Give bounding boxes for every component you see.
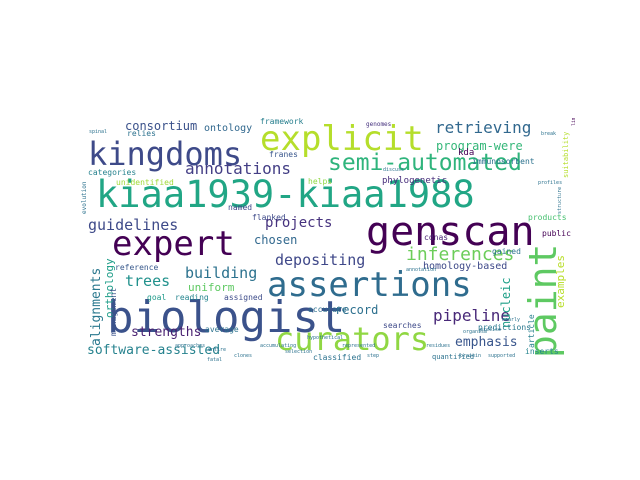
word: retrieving bbox=[435, 118, 532, 137]
word: uniform bbox=[188, 281, 235, 294]
word: represented bbox=[342, 343, 376, 349]
word: projects bbox=[265, 215, 333, 231]
word: suitability bbox=[562, 131, 570, 178]
word: article bbox=[527, 314, 536, 348]
word: organism bbox=[463, 329, 488, 335]
word: biologist bbox=[107, 292, 346, 343]
word: hypothetical bbox=[307, 335, 344, 341]
word: chosen bbox=[254, 233, 298, 247]
word: relies bbox=[127, 129, 156, 138]
word: management bbox=[109, 287, 118, 336]
word: approaches bbox=[175, 343, 206, 349]
word: average bbox=[205, 325, 239, 334]
word: emphasis bbox=[455, 335, 518, 350]
word: entire bbox=[208, 347, 227, 353]
word: guidelines bbox=[88, 216, 179, 234]
word: structure bbox=[557, 186, 563, 214]
word: fatal bbox=[207, 357, 223, 363]
word: protein bbox=[460, 353, 482, 359]
word: expert bbox=[112, 224, 235, 264]
word: curators bbox=[275, 320, 430, 358]
word: step bbox=[367, 353, 380, 359]
word: spinal bbox=[89, 129, 108, 135]
word: genomes bbox=[366, 121, 392, 128]
word: helps bbox=[308, 177, 333, 186]
word: supported bbox=[488, 353, 516, 359]
word: semi-automated bbox=[328, 150, 522, 176]
word: phylogenetic bbox=[382, 176, 448, 186]
word: flanked bbox=[252, 213, 286, 222]
word: accumulating bbox=[260, 343, 297, 349]
word: profiles bbox=[538, 180, 563, 186]
word: named bbox=[228, 203, 253, 212]
word: immunosorbent bbox=[472, 157, 535, 166]
word: depositing bbox=[275, 251, 366, 269]
word: categories bbox=[88, 168, 137, 177]
word: inferences bbox=[406, 244, 515, 265]
word: accurate bbox=[308, 305, 347, 314]
word: unidentified bbox=[116, 178, 174, 187]
word: products bbox=[528, 213, 567, 222]
word: record bbox=[335, 303, 379, 317]
word: trees bbox=[125, 272, 171, 290]
word: public bbox=[542, 229, 571, 238]
word: alignments bbox=[89, 267, 104, 346]
word: kingdoms bbox=[88, 135, 243, 173]
word: explicit bbox=[260, 119, 424, 159]
word: assertions bbox=[267, 265, 472, 305]
word: gained bbox=[492, 247, 521, 256]
word: discuss bbox=[383, 167, 405, 173]
word: limitations bbox=[571, 118, 577, 126]
word: kiaa1939-kiaa1988 bbox=[96, 173, 475, 216]
word: franes bbox=[269, 150, 298, 159]
word: evolution bbox=[81, 181, 88, 214]
word: program-were bbox=[436, 139, 523, 153]
word: reading bbox=[175, 293, 209, 302]
word: homology-based bbox=[423, 261, 508, 272]
word: pipeline bbox=[433, 306, 511, 325]
word: software-assisted bbox=[87, 343, 221, 358]
word-cloud: kiaa1939-kiaa1988 genscan biologist asse… bbox=[80, 118, 578, 366]
word: building bbox=[185, 264, 258, 282]
word: quantified bbox=[432, 353, 475, 361]
word: nearly bbox=[502, 317, 521, 323]
word: strengths bbox=[131, 325, 202, 340]
word: ontology bbox=[204, 123, 253, 134]
word: clones bbox=[234, 353, 253, 359]
word: cdnas bbox=[424, 233, 449, 242]
word: annotations bbox=[185, 159, 291, 178]
word: goal bbox=[147, 293, 167, 302]
word: searches bbox=[383, 321, 422, 330]
word: classified bbox=[313, 353, 362, 362]
word: consortium bbox=[125, 119, 198, 133]
word: predictions bbox=[478, 323, 531, 332]
word: inserts bbox=[525, 347, 559, 356]
word: annotation bbox=[406, 267, 437, 273]
word: assigned bbox=[224, 293, 263, 302]
word: selection bbox=[285, 349, 313, 355]
word: break bbox=[541, 131, 557, 137]
word: examples bbox=[554, 255, 567, 308]
word: kda bbox=[458, 148, 475, 158]
word: reference bbox=[115, 263, 159, 272]
word: genscan bbox=[366, 209, 535, 255]
word: residues bbox=[426, 343, 451, 349]
word: framework bbox=[260, 118, 304, 126]
word: precise bbox=[480, 327, 502, 333]
